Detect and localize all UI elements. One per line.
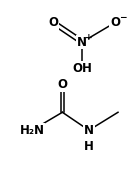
Text: +: + <box>85 33 93 42</box>
Text: OH: OH <box>72 62 92 75</box>
Text: O: O <box>57 78 67 91</box>
Text: N: N <box>84 124 94 137</box>
Text: H: H <box>84 140 94 153</box>
Text: O: O <box>110 16 120 29</box>
Text: −: − <box>119 13 126 22</box>
Text: N: N <box>77 35 87 49</box>
Text: O: O <box>48 16 58 29</box>
Text: H₂N: H₂N <box>19 124 44 137</box>
